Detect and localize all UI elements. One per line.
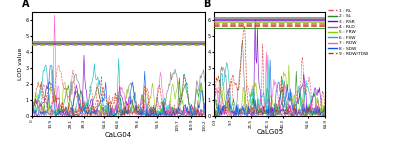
X-axis label: CaLG05: CaLG05: [256, 129, 283, 135]
Legend: 1 : RL, 2 : SL, 3 : RSR, 4 : RLD, 5 : FRW, 6 : FSW, 7 : RDW, 8 : SDW, 9 : RDW/TD: 1 : RL, 2 : SL, 3 : RSR, 4 : RLD, 5 : FR…: [328, 9, 369, 56]
X-axis label: CaLG04: CaLG04: [105, 132, 132, 138]
Text: A: A: [22, 0, 29, 9]
Y-axis label: LOD value: LOD value: [18, 48, 23, 80]
Text: B: B: [203, 0, 210, 9]
